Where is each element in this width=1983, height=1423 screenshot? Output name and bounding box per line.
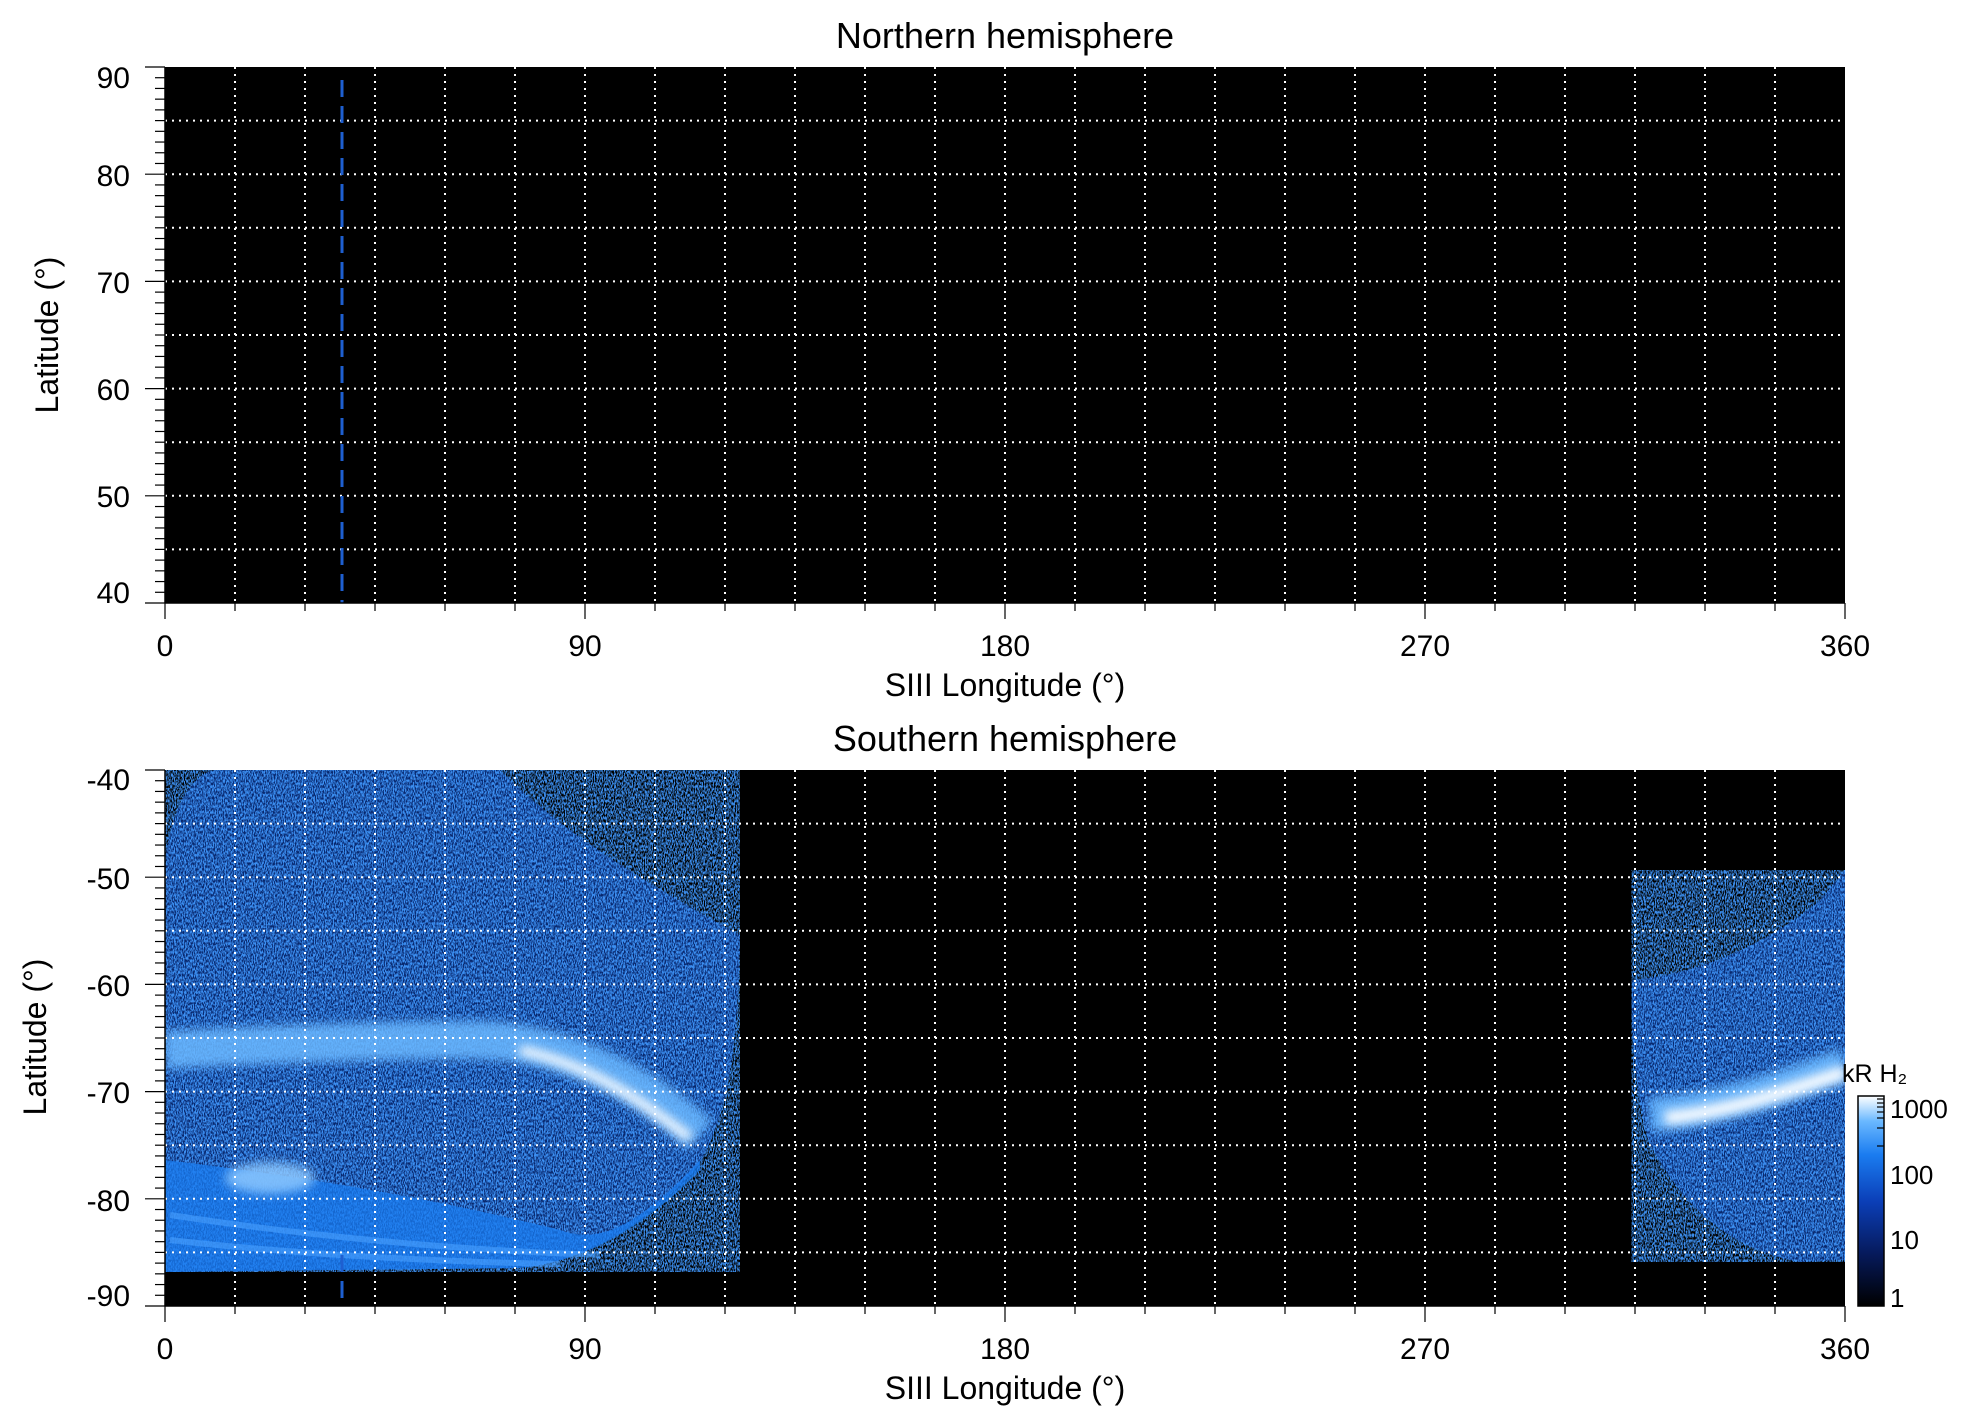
south-ytick: -60 [87, 970, 130, 1003]
north-ytick: 70 [97, 267, 130, 300]
north-ytick: 40 [97, 577, 130, 610]
south-oval-left-core [518, 1045, 694, 1142]
colorbar-tick: 1000 [1890, 1094, 1948, 1124]
north-ytick: 90 [97, 62, 130, 95]
south-emission-right [1631, 870, 1845, 1262]
south-grid [165, 770, 1845, 1306]
north-xtick: 90 [568, 630, 601, 663]
colorbar-tick: 10 [1890, 1225, 1919, 1255]
north-xtick: 0 [157, 630, 174, 663]
south-y-axis-label: Latitude (°) [17, 959, 53, 1116]
colorbar: kR H₂ 1000 100 10 1 [1842, 1060, 1948, 1313]
south-ytick: -50 [87, 863, 130, 896]
south-ytick: -40 [87, 764, 130, 797]
north-ytick: 80 [97, 160, 130, 193]
south-arcs-left [169, 1212, 601, 1267]
north-y-axis-label: Latitude (°) [29, 257, 65, 414]
south-axes [145, 769, 1846, 1322]
south-emission-left [165, 770, 740, 1272]
south-y-ticks: -40 -50 -60 -70 -80 -90 [87, 764, 130, 1313]
north-axes [145, 66, 1846, 619]
south-xtick: 270 [1400, 1333, 1450, 1366]
south-x-axis-label: SIII Longitude (°) [885, 1370, 1125, 1406]
south-xtick: 180 [980, 1333, 1030, 1366]
colorbar-minor-ticks [1877, 1098, 1884, 1147]
south-ytick: -80 [87, 1185, 130, 1218]
south-emission-left-noise [165, 770, 740, 1272]
north-title: Northern hemisphere [836, 15, 1174, 56]
south-x-ticks: 0 90 180 270 360 [157, 1333, 1870, 1366]
south-ytick: -90 [87, 1280, 130, 1313]
south-xtick: 90 [568, 1333, 601, 1366]
north-x-axis-label: SIII Longitude (°) [885, 667, 1125, 703]
north-xtick: 360 [1820, 630, 1870, 663]
south-oval-right-core [1664, 1065, 1845, 1125]
panel-north: Northern hemisphere 90 80 70 60 50 40 0 … [29, 15, 1870, 703]
colorbar-title: kR H₂ [1842, 1060, 1907, 1088]
south-bright-spot [225, 1162, 315, 1194]
south-ytick: -70 [87, 1077, 130, 1110]
north-xtick: 270 [1400, 630, 1450, 663]
colorbar-tick: 100 [1890, 1160, 1933, 1190]
south-xtick: 0 [157, 1333, 174, 1366]
north-grid [165, 67, 1845, 603]
north-ytick: 50 [97, 481, 130, 514]
south-xtick: 360 [1820, 1333, 1870, 1366]
north-ytick: 60 [97, 374, 130, 407]
colorbar-tick: 1 [1890, 1283, 1904, 1313]
south-oval-left [165, 1020, 713, 1150]
south-title: Southern hemisphere [833, 718, 1177, 759]
colorbar-gradient [1857, 1095, 1885, 1307]
south-emission-right-noise [1631, 870, 1845, 1262]
north-xtick: 180 [980, 630, 1030, 663]
north-x-ticks: 0 90 180 270 360 [157, 630, 1870, 663]
north-y-ticks: 90 80 70 60 50 40 [97, 62, 130, 610]
panel-south: Southern hemisphere -40 -50 -60 -70 [17, 718, 1870, 1406]
